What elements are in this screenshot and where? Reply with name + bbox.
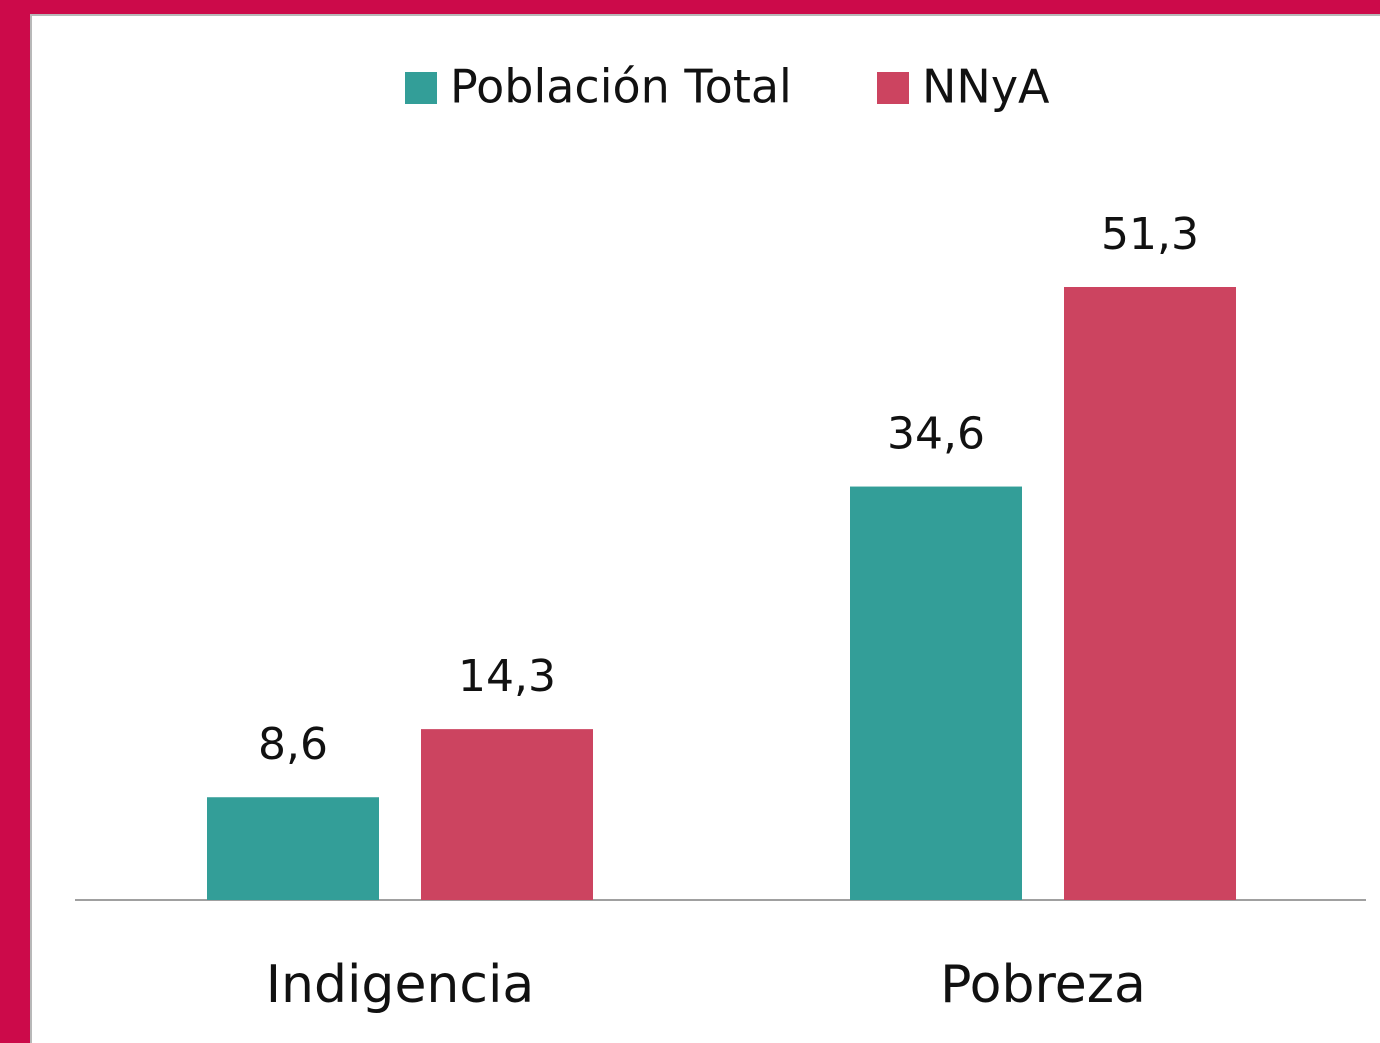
x-tick-label: Pobreza [940, 955, 1146, 1015]
bar [207, 797, 379, 900]
bar [850, 486, 1022, 900]
legend-swatch [877, 72, 909, 104]
x-tick-label: Indigencia [266, 955, 535, 1015]
value-label: 51,3 [1101, 209, 1199, 260]
legend-label: NNyA [922, 60, 1050, 114]
legend-swatch [405, 72, 437, 104]
bar [421, 729, 593, 900]
value-label: 14,3 [458, 651, 556, 702]
bar [1064, 287, 1236, 900]
legend-label: Población Total [450, 60, 792, 114]
value-label: 8,6 [258, 719, 328, 770]
value-label: 34,6 [887, 409, 985, 460]
